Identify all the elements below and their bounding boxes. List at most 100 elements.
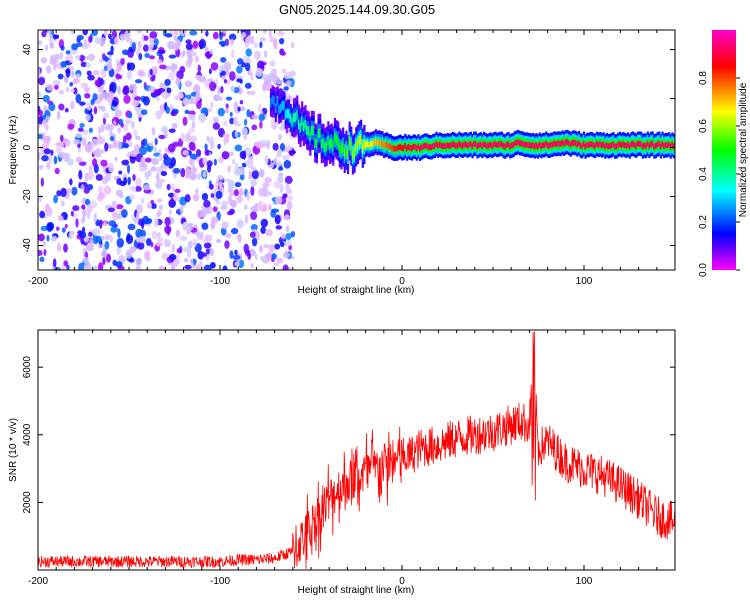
noise-blob xyxy=(38,133,43,140)
ridge-cell xyxy=(487,142,491,149)
noise-blob xyxy=(65,67,71,78)
noise-blob xyxy=(68,232,73,240)
noise-blob xyxy=(127,223,136,231)
ridge-cell xyxy=(645,143,648,149)
ridge-cell xyxy=(617,141,620,148)
noise-blob xyxy=(119,33,127,41)
noise-blob xyxy=(76,41,83,48)
ridge-cell xyxy=(672,143,675,150)
noise-blob xyxy=(86,70,92,76)
ridge-cell xyxy=(556,140,559,147)
noise-blob xyxy=(251,114,259,120)
noise-blob xyxy=(125,132,132,141)
noise-blob xyxy=(282,264,289,270)
noise-blob xyxy=(45,115,50,122)
noise-blob xyxy=(185,43,193,51)
noise-blob xyxy=(129,193,135,201)
ridge-cell xyxy=(382,142,386,149)
noise-blob xyxy=(249,231,256,238)
colorbar-tick-label: 0.8 xyxy=(698,71,709,85)
noise-blob xyxy=(202,171,207,178)
noise-blob xyxy=(104,240,110,250)
ridge-cell xyxy=(273,96,276,106)
noise-blob xyxy=(72,77,80,85)
noise-blob xyxy=(254,50,261,61)
ridge-cell xyxy=(314,138,317,148)
noise-blob xyxy=(58,103,65,111)
noise-blob xyxy=(144,157,152,163)
noise-blob xyxy=(234,144,243,152)
noise-blob xyxy=(165,106,171,114)
ridge-cell xyxy=(430,144,433,151)
ridge-cell xyxy=(405,145,409,152)
snr-x-tick-label: -200 xyxy=(28,576,48,587)
ridge-cell xyxy=(473,140,476,147)
noise-blob xyxy=(127,70,132,80)
noise-blob xyxy=(107,207,115,213)
ridge-cell xyxy=(309,131,312,141)
noise-blob xyxy=(116,64,121,72)
noise-blob xyxy=(173,167,181,174)
noise-blob xyxy=(212,116,219,123)
ridge-cell xyxy=(574,140,577,147)
noise-blob xyxy=(148,142,154,147)
noise-blob xyxy=(249,90,256,96)
noise-blob xyxy=(98,262,104,270)
ridge-cell xyxy=(279,103,282,114)
noise-blob xyxy=(81,216,86,224)
noise-blob xyxy=(191,121,196,129)
ridge-cell xyxy=(278,104,281,115)
noise-blob xyxy=(58,151,66,158)
noise-blob xyxy=(196,228,200,239)
noise-blob xyxy=(52,258,57,268)
ridge-cell xyxy=(553,140,556,147)
noise-blob xyxy=(72,138,81,146)
noise-blob xyxy=(281,120,285,131)
ridge-cell xyxy=(620,142,623,149)
noise-blob xyxy=(209,248,215,256)
noise-blob xyxy=(128,112,133,119)
ridge-cell xyxy=(569,141,572,148)
ridge-cell xyxy=(276,95,279,106)
ridge-cell xyxy=(592,142,595,149)
ridge-cell xyxy=(545,140,548,147)
noise-blob xyxy=(208,68,212,75)
noise-blob xyxy=(271,208,280,213)
noise-blob xyxy=(179,206,184,214)
ridge-cell xyxy=(397,144,400,151)
noise-blob xyxy=(70,88,75,93)
noise-blob xyxy=(127,49,134,59)
ridge-cell xyxy=(646,140,649,147)
noise-blob xyxy=(71,186,78,196)
noise-blob xyxy=(222,30,227,34)
noise-blob xyxy=(85,198,91,206)
ridge-cell xyxy=(654,142,658,149)
noise-blob xyxy=(196,172,201,181)
noise-blob xyxy=(124,119,132,125)
ridge-cell xyxy=(525,141,528,148)
noise-blob xyxy=(203,200,211,208)
noise-blob xyxy=(38,91,42,98)
spectrogram-y-tick-label: 20 xyxy=(22,93,33,105)
noise-blob xyxy=(148,55,156,60)
ridge-cell xyxy=(587,142,590,149)
noise-blob xyxy=(285,144,293,151)
noise-blob xyxy=(93,212,97,223)
noise-blob xyxy=(63,243,68,253)
colorbar: 0.0 0.2 0.4 0.6 0.8 Normalized spectral ampl… xyxy=(698,30,749,277)
noise-blob xyxy=(97,138,102,146)
noise-blob xyxy=(46,65,52,74)
ridge-cell xyxy=(443,143,446,149)
noise-blob xyxy=(195,148,202,157)
noise-blob xyxy=(92,265,99,270)
spectrogram-y-tick-label: -20 xyxy=(22,189,33,204)
ridge-cell xyxy=(507,141,510,148)
noise-blob xyxy=(43,104,47,112)
ridge-cell xyxy=(512,142,515,148)
colorbar-tick-label: 0.2 xyxy=(698,215,709,229)
noise-blob xyxy=(63,260,69,267)
noise-blob xyxy=(280,233,286,240)
noise-blob xyxy=(142,215,150,225)
noise-blob xyxy=(138,71,146,77)
